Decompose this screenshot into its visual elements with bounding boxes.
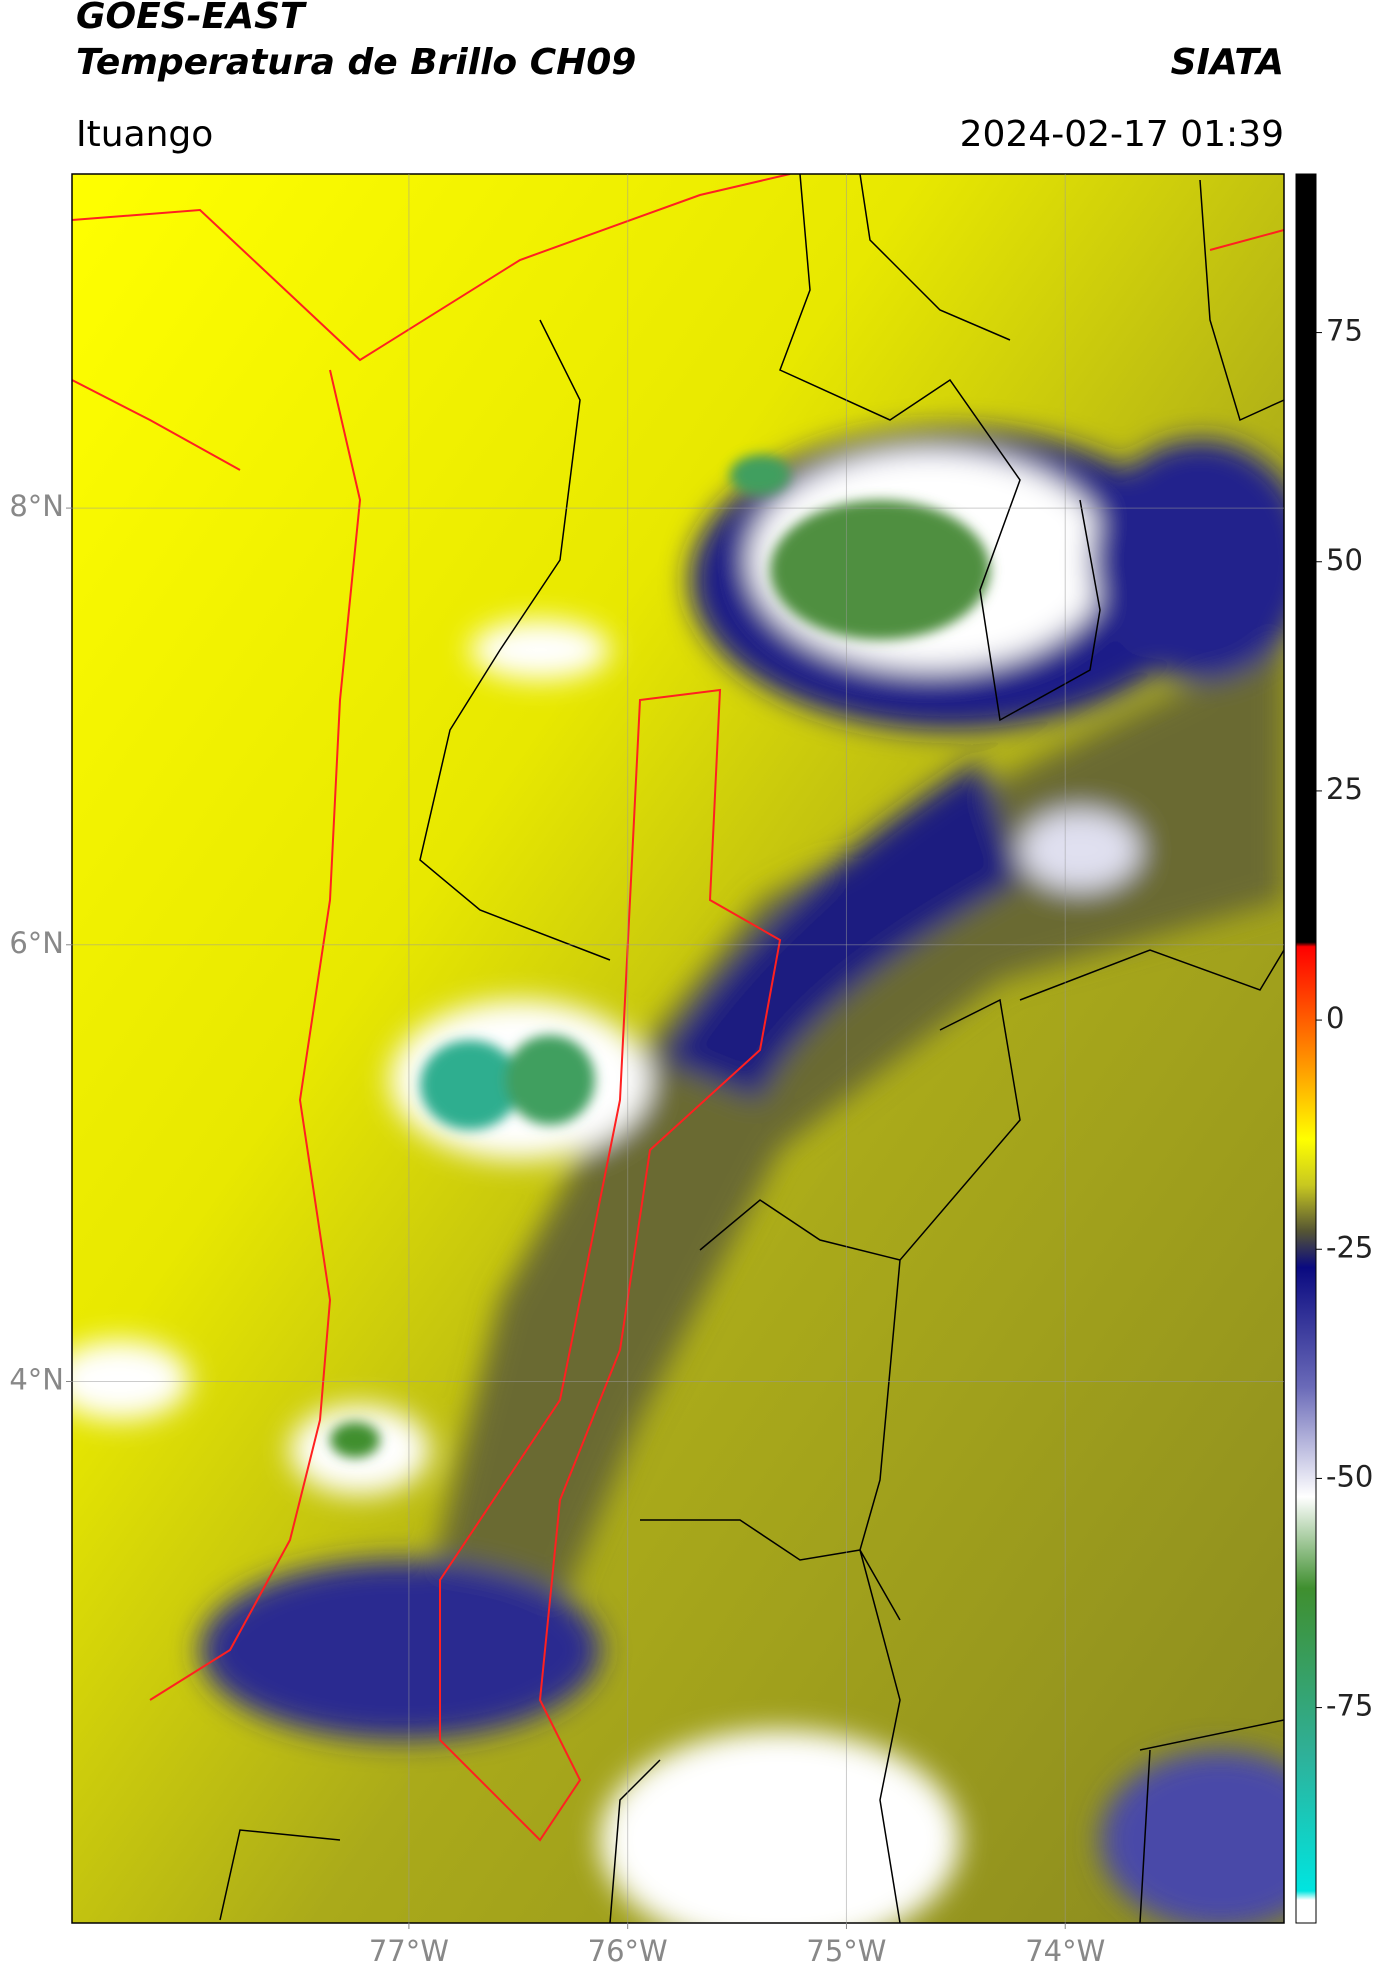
- x-tick-label: 74°W: [1025, 1934, 1105, 1968]
- colorbar-tick-label: -75: [1326, 1689, 1373, 1723]
- x-tick-label: 75°W: [806, 1934, 886, 1968]
- location: Ituango: [76, 114, 213, 155]
- subtitle: Temperatura de Brillo CH09: [76, 42, 636, 83]
- colorbar-tick-label: 75: [1326, 314, 1363, 348]
- map-frame: [71, 173, 1285, 1924]
- x-tick-label: 77°W: [369, 1934, 449, 1968]
- datetime: 2024-02-17 01:39: [960, 114, 1284, 155]
- y-tick-label: 8°N: [9, 489, 64, 523]
- colorbar-tick-label: -50: [1326, 1459, 1373, 1493]
- y-tick-label: 6°N: [9, 926, 64, 960]
- colorbar-tick-label: 50: [1326, 543, 1363, 577]
- colorbar-tick-label: 25: [1326, 772, 1363, 806]
- colorbar-tick-label: 0: [1326, 1001, 1344, 1035]
- x-tick-label: 76°W: [588, 1934, 668, 1968]
- colorbar-tick-label: -25: [1326, 1230, 1373, 1264]
- y-tick-label: 4°N: [9, 1362, 64, 1396]
- satellite-image: [72, 174, 1284, 1923]
- colorbar-frame: [1295, 173, 1317, 1924]
- source: SIATA: [1171, 42, 1284, 83]
- colorbar: [1296, 174, 1316, 1923]
- title: GOES-EAST: [76, 0, 307, 37]
